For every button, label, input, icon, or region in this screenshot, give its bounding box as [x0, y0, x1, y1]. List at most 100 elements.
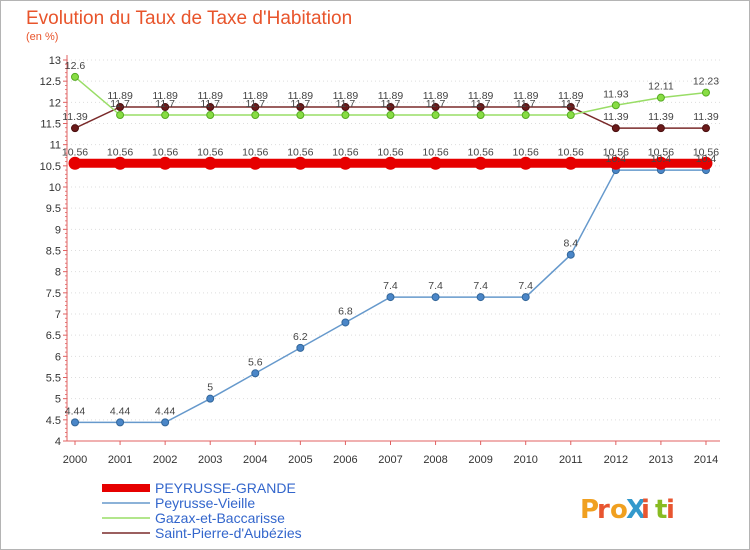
x-tick-label: 2002 [153, 454, 177, 466]
data-point [476, 102, 485, 111]
data-label: 10.4 [651, 153, 672, 165]
data-label: 10.56 [62, 146, 88, 158]
data-point [701, 124, 710, 133]
data-point [566, 250, 575, 259]
x-tick-label: 2007 [378, 454, 402, 466]
data-label: 11.39 [648, 111, 674, 123]
data-label: 10.56 [558, 146, 584, 158]
legend-label: Gazax-et-Baccarisse [155, 510, 285, 526]
data-label: 4.44 [155, 405, 176, 417]
data-label: 11.89 [468, 90, 494, 102]
data-point [203, 156, 217, 170]
legend-label: Saint-Pierre-d'Aubézies [155, 525, 302, 541]
data-label: 11.39 [62, 111, 88, 123]
data-point [386, 111, 395, 120]
legend-label: PEYRUSSE-GRANDE [155, 480, 296, 496]
data-label: 11.89 [558, 90, 584, 102]
data-point [386, 102, 395, 111]
data-label: 5 [207, 382, 213, 394]
y-tick-label: 11.5 [40, 119, 61, 131]
data-point [206, 394, 215, 403]
data-label: 10.56 [107, 146, 133, 158]
data-label: 6.2 [293, 331, 308, 343]
data-point [699, 156, 713, 170]
data-label: 11.89 [197, 90, 223, 102]
data-point [296, 111, 305, 120]
x-tick-label: 2010 [513, 454, 537, 466]
data-point [474, 156, 488, 170]
chart-title: Evolution du Taux de Taxe d'Habitation [26, 8, 352, 29]
y-tick-label: 13 [49, 55, 61, 67]
y-tick-label: 11 [50, 140, 61, 152]
data-point [71, 418, 79, 427]
data-point [161, 102, 170, 111]
chart-subtitle: (en %) [26, 31, 58, 43]
y-tick-label: 8.5 [46, 246, 61, 258]
data-point [158, 156, 172, 170]
data-point [116, 418, 125, 427]
data-label: 12.23 [693, 76, 719, 88]
data-point [296, 102, 305, 111]
y-tick-label: 6.5 [46, 330, 61, 342]
data-label: 11.7 [336, 98, 356, 110]
data-point [248, 156, 262, 170]
data-point [206, 111, 215, 120]
data-point [386, 293, 395, 302]
data-label: 11.89 [423, 90, 449, 102]
y-tick-label: 10 [49, 182, 61, 194]
data-point [116, 102, 125, 111]
x-tick-label: 2004 [243, 454, 267, 466]
data-label: 11.7 [110, 98, 130, 110]
data-label: 10.4 [606, 153, 627, 165]
y-tick-label: 4 [55, 436, 61, 448]
data-point [656, 93, 665, 102]
data-point [251, 111, 260, 120]
data-point [116, 111, 125, 120]
data-point [519, 156, 533, 170]
data-label: 10.56 [377, 146, 403, 158]
data-point [338, 156, 352, 170]
x-tick-label: 2014 [694, 454, 718, 466]
data-point [429, 156, 443, 170]
y-tick-label: 6 [55, 351, 61, 363]
data-label: 11.89 [152, 90, 178, 102]
data-label: 6.8 [338, 305, 353, 317]
data-label: 7.4 [383, 280, 398, 292]
x-tick-label: 2012 [604, 454, 628, 466]
y-tick-label: 4.5 [46, 415, 61, 427]
data-label: 10.56 [422, 146, 448, 158]
data-label: 11.89 [378, 90, 404, 102]
data-point [564, 156, 578, 170]
data-point [656, 124, 665, 133]
y-tick-label: 5 [55, 394, 61, 406]
y-tick-label: 10.5 [40, 161, 61, 173]
data-label: 11.89 [288, 90, 314, 102]
data-label: 10.56 [332, 146, 358, 158]
data-label: 11.7 [426, 98, 446, 110]
data-label: 10.56 [287, 146, 313, 158]
data-label: 11.7 [200, 98, 220, 110]
logo-letter: o [610, 495, 628, 525]
data-point [654, 156, 668, 170]
y-tick-label: 12 [49, 97, 61, 109]
x-tick-label: 2003 [198, 454, 222, 466]
data-label: 10.56 [513, 146, 539, 158]
data-label: 11.89 [243, 90, 269, 102]
data-label: 11.7 [471, 98, 491, 110]
data-point [71, 124, 79, 133]
data-label: 4.44 [65, 405, 86, 417]
y-tick-label: 9.5 [46, 203, 61, 215]
data-point [566, 102, 575, 111]
data-label: 11.93 [603, 88, 629, 100]
data-point [341, 102, 350, 111]
data-point [71, 72, 79, 81]
logo-letter: t [655, 495, 667, 525]
data-label: 11.39 [603, 111, 629, 123]
legend-label: Peyrusse-Vieille [155, 495, 255, 511]
data-label: 10.56 [693, 146, 719, 158]
data-label: 11.7 [561, 98, 581, 110]
logo-letter: P [580, 495, 599, 525]
data-label: 10.56 [603, 146, 629, 158]
logo-letter: i [666, 495, 675, 525]
